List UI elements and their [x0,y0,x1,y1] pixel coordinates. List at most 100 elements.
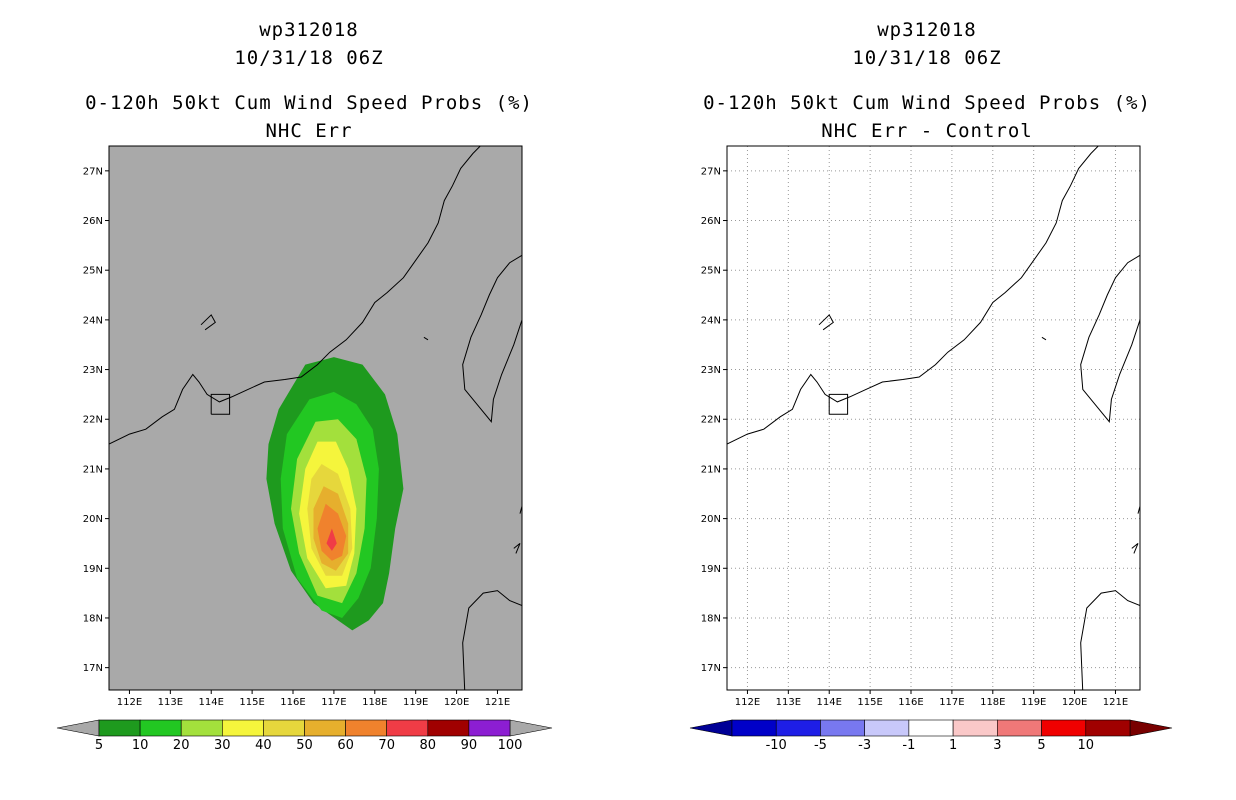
lat-tick-label: 26N [83,216,103,227]
lon-tick-label: 119E [403,697,428,708]
coastline-segment [210,393,231,415]
lon-tick-label: 118E [980,697,1005,708]
lon-tick-label: 121E [485,697,510,708]
lat-tick-label: 17N [83,663,103,674]
colorbar-swatch [98,719,141,737]
coastline-segment [200,314,216,331]
lat-tick-label: 24N [701,315,721,326]
right-gridlines [727,146,1140,690]
lon-tick-label: 117E [321,697,346,708]
lon-tick-label: 113E [158,697,183,708]
colorbar-swatch [820,719,865,737]
colorbar-swatch [263,719,305,737]
colorbar-label: 3 [993,738,1001,753]
left-axis-ticks: 112E 113E 114E 115E 116E 117E 118E 119E 120E 121E… [83,166,510,708]
colorbar-over-arrow [509,719,553,737]
lon-tick-label: 120E [444,697,469,708]
lat-tick-label: 27N [701,166,721,177]
left-subtitle: NHC Err [265,120,353,142]
colorbar-label: -1 [902,738,915,753]
colorbar-under-arrow [689,719,733,737]
colorbar-swatch [864,719,910,737]
lat-tick-label: 22N [83,415,103,426]
lat-tick-label: 22N [701,415,721,426]
colorbar-swatch [997,719,1042,737]
colorbar-label: 100 [498,738,523,753]
colorbar-label: 20 [173,738,190,753]
left-coastline [109,146,522,690]
colorbar-label: 10 [132,738,149,753]
coastline-segment [462,254,522,423]
lat-tick-label: 25N [83,266,103,277]
lon-tick-label: 112E [117,697,142,708]
right-axis-ticks: 112E 113E 114E 115E 116E 117E 118E 119E 120E 121E… [701,166,1128,708]
coastline-segment [828,393,849,415]
left-product-title: 0-120h 50kt Cum Wind Speed Probs (%) [85,92,533,114]
right-datetime: 10/31/18 06Z [852,47,1002,69]
lat-tick-label: 18N [701,613,721,624]
colorbar-label: 50 [296,738,313,753]
lat-tick-label: 18N [83,613,103,624]
lat-tick-label: 20N [701,514,721,525]
colorbar-label: 10 [1078,738,1095,753]
colorbar-swatch [180,719,223,737]
lon-tick-label: 115E [857,697,882,708]
colorbar-under-arrow [56,719,100,737]
lat-tick-label: 25N [701,266,721,277]
left-colorbar: 5 10 20 30 40 50 60 70 80 90 100 [56,719,553,753]
coastline-segment [462,590,522,690]
colorbar-swatch [345,719,388,737]
right-product-title: 0-120h 50kt Cum Wind Speed Probs (%) [703,92,1151,114]
lon-tick-label: 116E [898,697,923,708]
colorbar-swatch [468,719,511,737]
left-storm-id: wp312018 [259,19,359,41]
colorbar-swatch [952,719,998,737]
colorbar-label: 80 [420,738,437,753]
right-storm-id: wp312018 [877,19,977,41]
lon-tick-label: 112E [735,697,760,708]
colorbar-label: 70 [378,738,395,753]
colorbar-over-arrow [1129,719,1173,737]
lat-tick-label: 23N [701,365,721,376]
right-map-frame [726,145,1141,691]
lat-tick-label: 21N [701,464,721,475]
right-colorbar: -10 -5 -3 -1 1 3 5 10 [689,719,1173,753]
lon-tick-label: 114E [817,697,842,708]
lon-tick-label: 117E [939,697,964,708]
colorbar-label: -3 [858,738,871,753]
colorbar-swatch [731,719,777,737]
coastline-segment [1131,543,1139,554]
coastline-segment [109,146,481,445]
colorbar-swatch [1041,719,1087,737]
colorbar-label: 40 [255,738,272,753]
colorbar-swatch [427,719,470,737]
colorbar-label: -5 [814,738,827,753]
coastline-segment [1080,590,1140,690]
colorbar-swatch [908,719,954,737]
colorbar-label: 5 [95,738,103,753]
lon-tick-label: 116E [280,697,305,708]
colorbar-swatch [139,719,182,737]
colorbar-label: 1 [949,738,957,753]
colorbar-label: 60 [337,738,354,753]
lon-tick-label: 113E [776,697,801,708]
lat-tick-label: 27N [83,166,103,177]
coastline-segment [1080,254,1140,423]
lat-tick-label: 19N [83,564,103,575]
left-map-frame [108,145,523,691]
coastline-segment [818,314,834,331]
lat-tick-label: 26N [701,216,721,227]
lat-tick-label: 23N [83,365,103,376]
coastline-segment [423,336,429,341]
lon-tick-label: 118E [362,697,387,708]
probability-contours [266,357,404,631]
lat-tick-label: 20N [83,514,103,525]
right-map-panel: 112E 113E 114E 115E 116E 117E 118E 119E 120E 121E… [689,145,1173,753]
lon-tick-label: 114E [199,697,224,708]
colorbar-swatch [775,719,821,737]
lon-tick-label: 120E [1062,697,1087,708]
coastline-segment [513,543,521,554]
lat-tick-label: 24N [83,315,103,326]
right-coastline [727,146,1140,690]
